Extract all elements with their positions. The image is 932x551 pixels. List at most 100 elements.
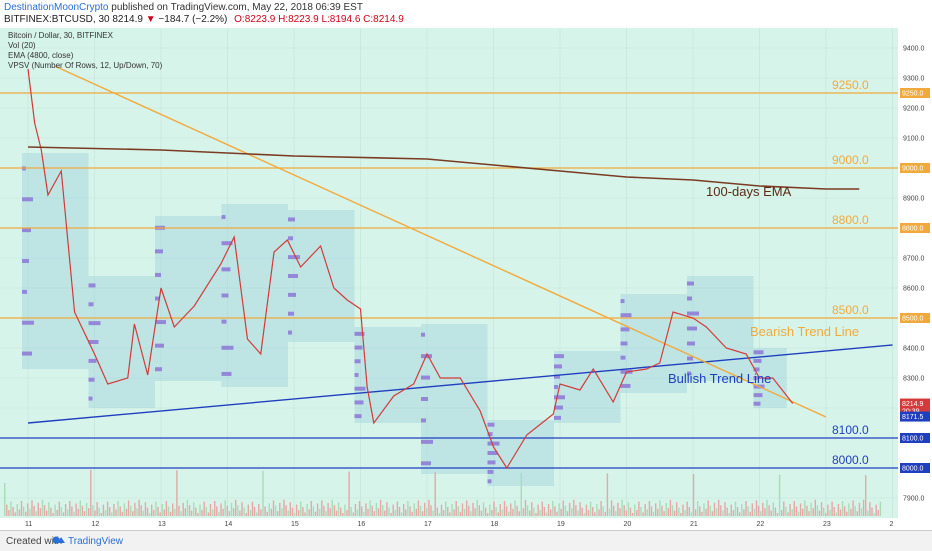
volume-bar [428,499,430,516]
volume-bar [434,472,436,516]
volume-bar [163,509,165,516]
volume-bar [106,501,109,516]
volume-profile-row [421,439,433,444]
volume-bar [232,508,235,516]
volume-bar [218,511,220,516]
volume-profile-row [354,359,361,364]
volume-bar [596,504,598,516]
footer-bar: Created with TradingView [0,530,932,551]
volume-bar [321,500,323,516]
volume-bar [134,502,136,516]
volume-profile-row [354,400,364,405]
volume-profile-row [620,299,625,304]
volume-bar [245,513,247,516]
time-tick-label: 2 [890,521,894,528]
volume-bar [337,502,340,516]
volume-bar [497,512,499,516]
volume-profile-row [753,350,764,355]
volume-bar [264,506,266,516]
volume-profile-row [687,341,695,346]
volume-bar [180,511,182,516]
volume-bar [466,500,468,516]
volume-bar [713,502,716,516]
volume-bar [235,499,237,516]
volume-bar [638,501,640,516]
volume-profile-row [155,320,166,325]
volume-bar [199,504,201,516]
volume-bar [575,505,577,516]
price-chart[interactable]: 9250.0 9000.0 8800.0 8500.0 8100.0 8000.0 940… [0,28,932,530]
volume-bar [724,502,726,516]
volume-bar [394,510,396,516]
volume-bar [625,510,627,516]
volume-bar [50,507,52,516]
volume-bar [247,504,249,516]
volume-bar [539,510,541,516]
volume-bar [230,502,233,516]
volume-bar [484,507,487,516]
volume-bar [503,501,506,516]
volume-bar [671,505,674,516]
volume-bar [243,507,245,516]
volume-bar [172,503,174,516]
volume-bar [684,510,686,516]
volume-bar [619,508,621,516]
volume-bar [676,502,678,516]
volume-bar [413,503,415,516]
volume-bar [802,508,804,516]
volume-bar [125,508,128,516]
volume-bar [560,508,562,516]
volume-bar [795,506,798,516]
volume-bar [571,508,573,516]
volume-bar [193,502,195,516]
level-label: 8000.0 [832,453,869,467]
volume-bar [88,508,90,516]
volume-bar [69,501,71,516]
volume-bar [573,499,575,516]
volume-bar [808,511,810,516]
volume-bar [178,505,180,516]
volume-bar [161,504,163,516]
tradingview-brand-link[interactable]: TradingView [68,536,124,547]
volume-profile-box [88,276,155,408]
volume-profile-row [88,302,94,307]
volume-bar [41,499,44,516]
volume-profile-row [88,396,93,401]
volume-bar [634,504,636,516]
volume-bar [20,501,23,516]
volume-profile-row [221,319,227,324]
volume-bar [16,504,18,516]
volume-bar [39,508,42,516]
volume-bar [592,507,594,516]
volume-bar [266,511,268,516]
volume-bar [768,505,770,516]
volume-bar [766,499,768,516]
author-link[interactable]: DestinationMoonCrypto [4,2,109,13]
volume-bar [736,507,739,516]
volume-bar [547,504,550,516]
volume-bar [430,505,432,516]
volume-bar [37,502,39,516]
price-tick-label: 9100.0 [903,136,925,143]
volume-profile-row [22,320,34,325]
volume-bar [873,513,875,516]
volume-bar [852,500,854,516]
volume-bar [398,507,401,516]
price-axis-tag-label: 8000.0 [902,466,924,473]
volume-bar [600,501,602,516]
volume-bar [545,512,548,516]
volume-bar [781,510,783,516]
volume-bar [818,510,821,516]
time-tick-label: 18 [491,521,499,528]
volume-profile-row [155,249,163,254]
volume-profile-row [22,289,27,294]
volume-bar [474,508,476,516]
volume-bar [121,511,123,516]
price-series-line [27,68,794,470]
volume-bar [661,505,663,516]
volume-profile-row [487,451,498,455]
volume-bar [688,507,690,516]
price-tick-label: 9200.0 [903,106,925,113]
volume-bar [581,507,583,516]
volume-bar [279,502,281,516]
